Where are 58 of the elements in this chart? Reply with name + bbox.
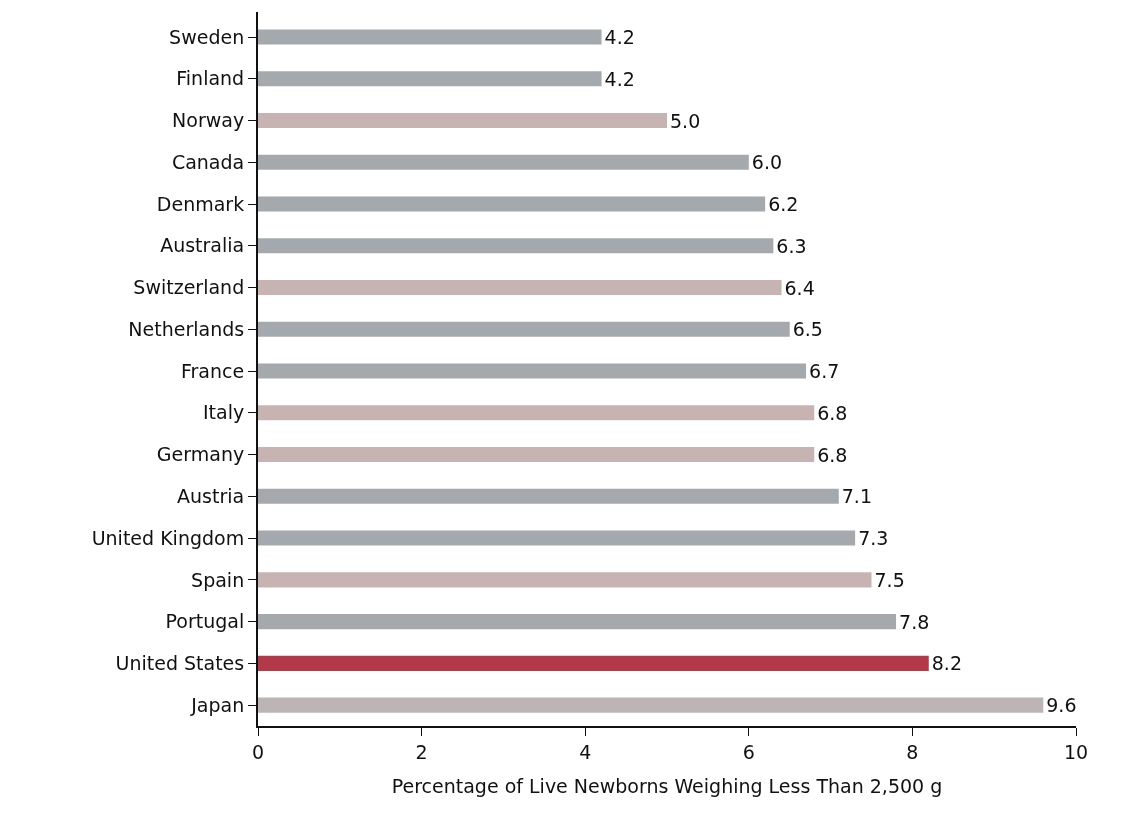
data-label: 6.2 [768, 193, 799, 216]
data-label: 4.2 [604, 26, 635, 49]
bar [258, 572, 872, 588]
y-tick-label: France [181, 359, 245, 382]
y-tick-label: Canada [171, 150, 245, 173]
bar [258, 113, 667, 129]
x-tick-label: 4 [579, 740, 592, 763]
y-tick-label: Finland [176, 67, 245, 90]
data-label: 8.2 [931, 652, 962, 675]
data-label: 6.0 [751, 151, 783, 174]
data-label: 6.5 [792, 318, 823, 341]
data-label: 9.6 [1046, 694, 1077, 717]
data-label: 6.8 [817, 401, 848, 424]
data-label: 6.4 [784, 276, 815, 299]
data-label: 5.0 [670, 109, 701, 132]
data-label: 6.3 [776, 234, 807, 257]
bar [258, 321, 790, 337]
bar [258, 405, 815, 421]
bar [258, 447, 815, 463]
data-label: 6.8 [817, 443, 848, 466]
y-tick-label: Sweden [169, 25, 245, 48]
y-tick-label: Netherlands [128, 317, 245, 340]
bar [258, 238, 774, 254]
data-label: 7.5 [874, 568, 905, 591]
y-tick-label: Italy [202, 401, 245, 424]
x-tick-label: 8 [906, 740, 919, 763]
x-tick-label: 6 [742, 740, 755, 763]
y-tick-label: Germany [156, 443, 245, 466]
y-tick-label: Spain [191, 568, 245, 591]
bar [258, 71, 602, 87]
x-tick-label: 2 [415, 740, 428, 763]
y-tick-label: United States [115, 652, 245, 675]
bar [258, 154, 749, 170]
y-tick-label: Norway [172, 109, 245, 132]
bar [258, 655, 929, 671]
y-tick-label: Denmark [156, 192, 245, 215]
bar [258, 29, 602, 45]
data-label: 7.3 [858, 527, 889, 550]
x-tick-label: 10 [1063, 740, 1089, 763]
y-tick-label: Australia [160, 234, 245, 257]
y-tick-label: United Kingdom [91, 526, 245, 549]
data-label: 4.2 [604, 67, 635, 90]
bar [258, 196, 766, 212]
x-tick-label: 0 [251, 740, 265, 763]
data-label: 6.7 [809, 360, 840, 383]
bar [258, 614, 897, 630]
y-tick-label: Japan [190, 693, 245, 716]
bar [258, 280, 782, 296]
x-axis-title: Percentage of Live Newborns Weighing Less Than 2,500 g [391, 775, 943, 798]
y-tick-label: Portugal [165, 610, 245, 633]
bar [258, 530, 856, 546]
y-tick-label: Austria [177, 485, 245, 507]
y-tick-label: Switzerland [133, 276, 245, 299]
bar [258, 363, 807, 379]
bar [258, 488, 839, 504]
data-label: 7.8 [899, 610, 930, 633]
bar [258, 697, 1044, 713]
data-label: 7.1 [841, 485, 872, 508]
